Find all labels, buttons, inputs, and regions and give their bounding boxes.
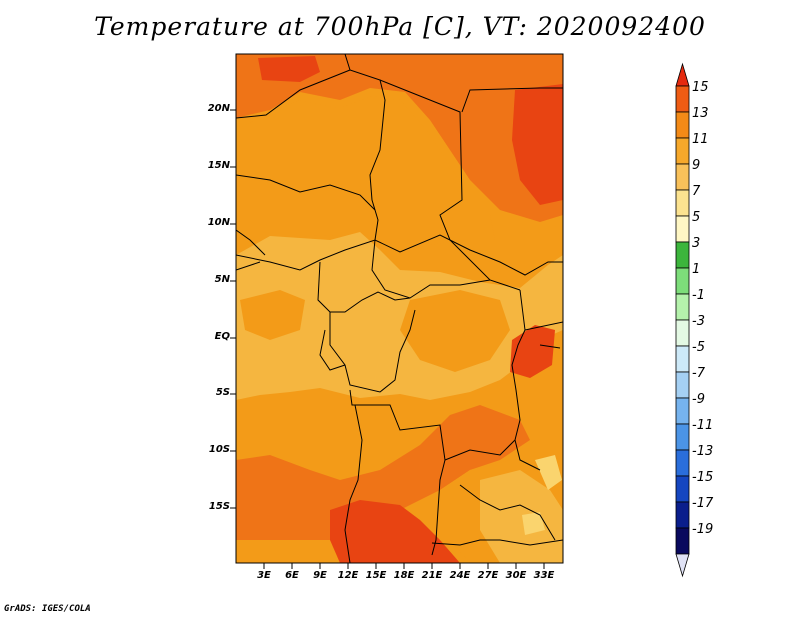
border-line (236, 229, 266, 256)
field-west-patch (240, 290, 305, 340)
colorbar-swatch (675, 293, 690, 321)
colorbar-label: -15 (692, 470, 714, 485)
colorbar-label: 11 (692, 132, 709, 147)
colorbar-label: 9 (692, 158, 701, 173)
lon-label: 9E (313, 570, 327, 581)
lon-label: 12E (337, 570, 359, 581)
field-central-north (236, 96, 495, 250)
country-borders (236, 54, 563, 563)
border-line (236, 261, 261, 271)
field-warm-south (236, 405, 530, 540)
border-line (431, 539, 563, 546)
border-line (329, 309, 416, 393)
lon-label: 24E (449, 570, 471, 581)
lon-label: 27E (477, 570, 499, 581)
border-line (461, 87, 563, 113)
colorbar-label: -19 (692, 522, 714, 537)
lat-label: 15S (208, 501, 230, 512)
colorbar-label: -11 (692, 418, 714, 433)
lon-label: 30E (505, 570, 527, 581)
lat-label: 15N (207, 160, 230, 171)
lat-ticks (230, 109, 236, 509)
border-line (444, 439, 516, 461)
colorbar-swatch (675, 267, 690, 295)
colorbar (675, 62, 690, 578)
border-line (317, 261, 411, 313)
lat-label: 5N (214, 274, 230, 285)
colorbar-swatch (675, 163, 690, 191)
border-line (344, 404, 363, 563)
border-line (371, 239, 491, 299)
field-warm-north (236, 54, 563, 222)
lon-label: 6E (285, 570, 299, 581)
lon-label: 15E (365, 570, 387, 581)
field-hot-northeast (512, 84, 563, 205)
colorbar-swatch (675, 137, 690, 165)
colorbar-label: -1 (692, 288, 705, 303)
colorbar-swatch (675, 475, 690, 503)
field-hot-north (258, 56, 320, 82)
lon-label: 21E (421, 570, 443, 581)
grads-credit: GrADS: IGES/COLA (4, 604, 91, 614)
lat-label: 5S (215, 387, 230, 398)
colorbar-swatch (675, 501, 690, 529)
map-title: Temperature at 700hPa [C], VT: 202009240… (94, 12, 706, 41)
colorbar-swatch (675, 423, 690, 451)
border-line (236, 174, 376, 211)
colorbar-swatch (675, 241, 690, 269)
colorbar-label: -7 (692, 366, 705, 381)
colorbar-swatch (675, 449, 690, 477)
lat-label: 10N (207, 217, 230, 228)
temperature-field (236, 54, 563, 563)
colorbar-swatch (675, 527, 690, 555)
colorbar-swatch (675, 111, 690, 139)
colorbar-top-triangle (675, 62, 690, 87)
colorbar-label: 15 (692, 80, 709, 95)
colorbar-label: -3 (692, 314, 705, 329)
colorbar-swatch (675, 345, 690, 373)
border-line (236, 234, 563, 276)
colorbar-label: -5 (692, 340, 705, 355)
lat-label: EQ (214, 331, 230, 342)
colorbar-label: -13 (692, 444, 714, 459)
colorbar-swatch (675, 319, 690, 347)
border-line (349, 389, 446, 556)
colorbar-label: 7 (692, 184, 701, 199)
border-line (344, 54, 386, 241)
lon-ticks (263, 563, 545, 569)
colorbar-label: 5 (692, 210, 701, 225)
lon-label: 18E (393, 570, 415, 581)
border-line (524, 321, 563, 331)
colorbar-swatch (675, 85, 690, 113)
colorbar-label: -17 (692, 496, 714, 511)
colorbar-label: 13 (692, 106, 709, 121)
colorbar-label: 3 (692, 236, 701, 251)
field-cool-patch-2 (522, 512, 545, 535)
lat-label: 10S (208, 444, 230, 455)
map-frame (235, 53, 564, 564)
field-hot-south (330, 500, 460, 563)
border-line (511, 289, 541, 471)
colorbar-swatch (675, 189, 690, 217)
field-central-patch (400, 290, 510, 372)
border-line (459, 484, 556, 541)
lat-label: 20N (207, 103, 230, 114)
colorbar-swatch (675, 371, 690, 399)
border-line (319, 329, 346, 371)
lon-label: 33E (533, 570, 555, 581)
colorbar-swatch (675, 215, 690, 243)
colorbar-bottom-triangle (675, 553, 690, 578)
border-line (539, 344, 561, 349)
field-cool-patch-1 (535, 455, 562, 490)
colorbar-swatch (675, 397, 690, 425)
border-line (236, 69, 351, 119)
lon-label: 3E (257, 570, 271, 581)
colorbar-label: -9 (692, 392, 705, 407)
colorbar-label: 1 (692, 262, 701, 277)
